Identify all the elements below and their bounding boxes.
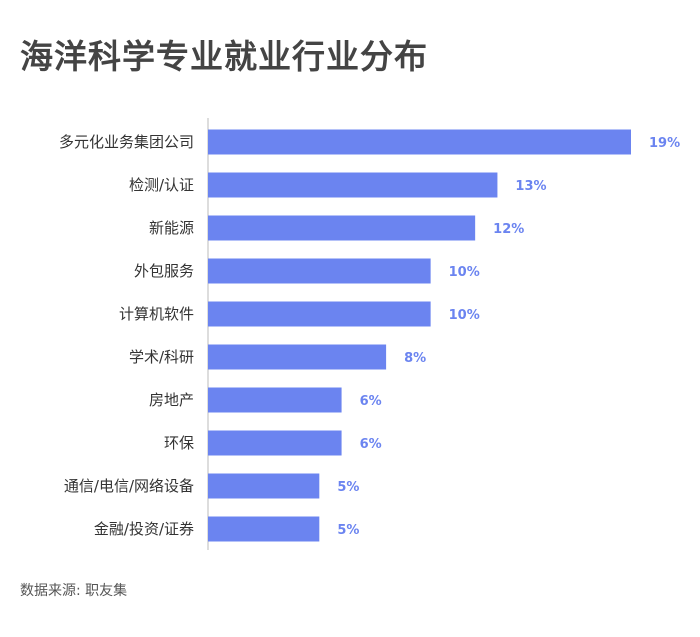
value-label: 13%	[515, 179, 546, 194]
value-label: 5%	[337, 480, 359, 495]
bar	[208, 215, 476, 241]
bar	[208, 473, 320, 499]
source-note: 数据来源: 职友集	[20, 583, 128, 599]
category-label: 房地产	[149, 391, 194, 409]
bar	[208, 344, 387, 370]
bar	[208, 516, 320, 542]
value-label: 12%	[493, 222, 524, 237]
value-label: 8%	[404, 351, 426, 366]
category-label: 外包服务	[134, 262, 194, 280]
page-title: 海洋科学专业就业行业分布	[20, 37, 428, 76]
value-label: 10%	[449, 308, 480, 323]
value-label: 6%	[360, 437, 382, 452]
category-label: 环保	[164, 434, 194, 452]
value-label: 19%	[649, 136, 680, 151]
category-label: 学术/科研	[129, 348, 194, 366]
category-label: 新能源	[149, 219, 194, 237]
bar	[208, 430, 342, 456]
category-label: 多元化业务集团公司	[59, 133, 194, 151]
category-label: 金融/投资/证券	[94, 520, 194, 538]
bar	[208, 387, 342, 413]
bar	[208, 172, 498, 198]
value-label: 6%	[360, 394, 382, 409]
bar	[208, 129, 631, 155]
value-label: 10%	[449, 265, 480, 280]
category-label: 通信/电信/网络设备	[64, 477, 194, 495]
bar	[208, 301, 431, 327]
value-label: 5%	[337, 523, 359, 538]
category-label: 检测/认证	[129, 176, 194, 194]
bar	[208, 258, 431, 284]
category-label: 计算机软件	[119, 305, 194, 323]
